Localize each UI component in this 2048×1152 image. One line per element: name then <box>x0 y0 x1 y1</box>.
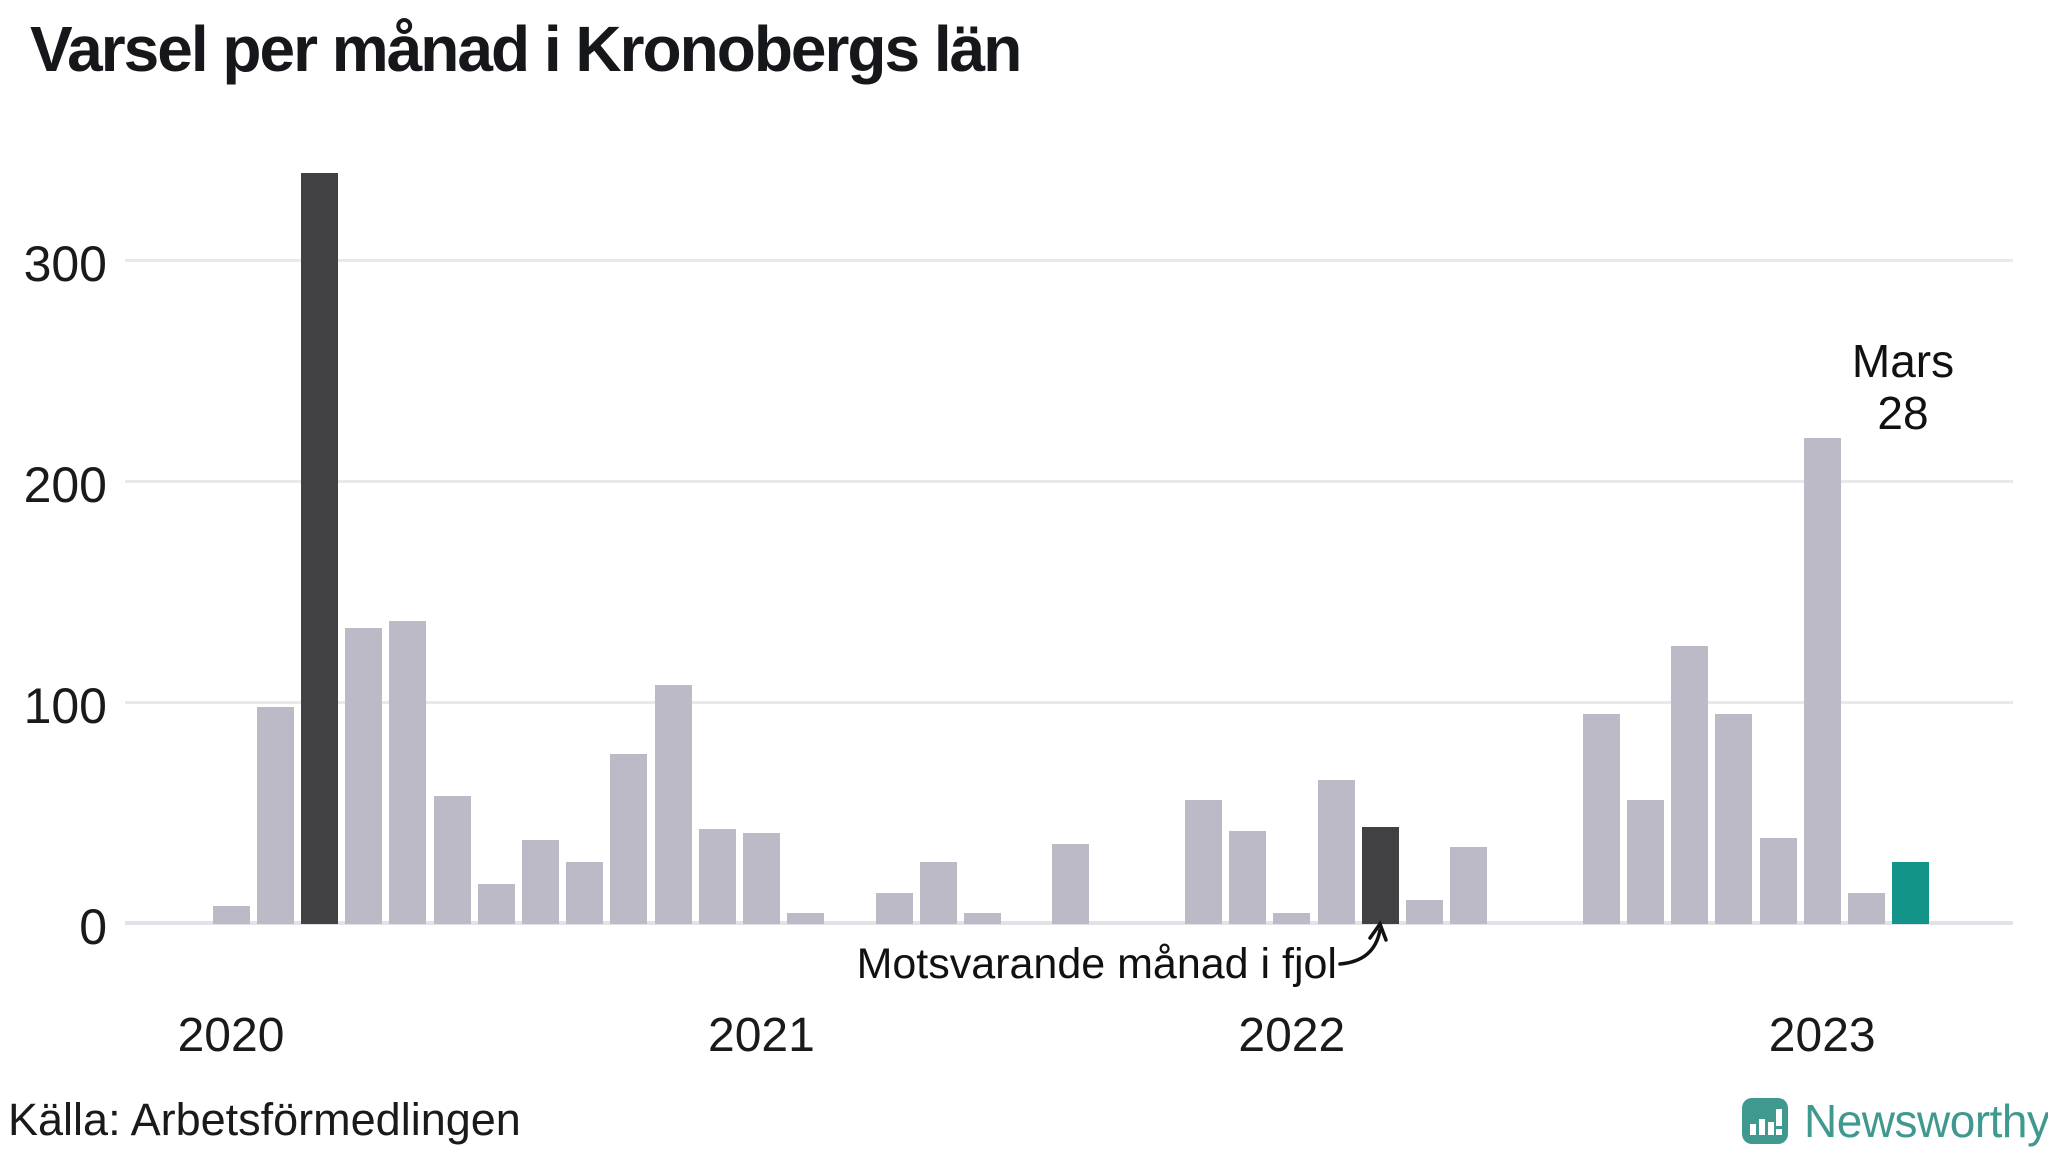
bar-2021-12 <box>1229 831 1267 924</box>
gridline-300 <box>125 258 2013 262</box>
bar-2022-09 <box>1626 800 1664 924</box>
bar-2020-07 <box>477 884 515 924</box>
bar-2022-08 <box>1582 714 1620 924</box>
bar-2022-02 <box>1317 780 1355 924</box>
bar-2023-02 <box>1847 893 1885 924</box>
x-tick-label-2022: 2022 <box>1238 1009 1346 1062</box>
bar-2022-05 <box>1450 846 1488 924</box>
page-title: Varsel per månad i Kronobergs län <box>30 13 1022 85</box>
newsworthy-wordmark: Newsworthy <box>1804 1095 2048 1147</box>
newsworthy-logo: Newsworthy <box>1742 1095 2048 1147</box>
bar-2020-08 <box>521 840 559 924</box>
bar-2020-11 <box>654 685 692 924</box>
y-tick-label-0: 0 <box>79 899 107 955</box>
bar-2020-12 <box>698 828 736 924</box>
latest-month-annotation: Mars 28 <box>1813 335 1993 439</box>
bar-2021-06 <box>963 912 1001 924</box>
bar-2020-03 <box>300 172 338 924</box>
source-caption: Källa: Arbetsförmedlingen <box>8 1094 521 1145</box>
bar-2020-04 <box>345 627 383 924</box>
bar-2020-02 <box>256 707 294 924</box>
bar-2021-11 <box>1184 800 1222 924</box>
y-tick-label-300: 300 <box>23 236 107 292</box>
newsworthy-chart-icon <box>1742 1098 1788 1144</box>
comparison-arrow-icon <box>1338 920 1388 966</box>
bar-2020-06 <box>433 795 471 924</box>
bar-2020-09 <box>566 862 604 924</box>
y-tick-label-100: 100 <box>23 678 107 734</box>
bar-2022-03 <box>1361 826 1399 924</box>
bar-2021-08 <box>1052 844 1090 924</box>
latest-month-value: 28 <box>1877 386 1929 439</box>
comparison-annotation: Motsvarande månad i fjol <box>856 940 1337 988</box>
bar-2022-01 <box>1273 912 1311 924</box>
bar-2022-10 <box>1671 645 1709 924</box>
bar-2022-11 <box>1715 714 1753 924</box>
x-tick-label-2021: 2021 <box>708 1009 815 1062</box>
latest-month-name: Mars <box>1851 335 1955 387</box>
bar-2023-03 <box>1892 862 1930 924</box>
y-tick-label-200: 200 <box>23 457 107 513</box>
x-tick-label-2023: 2023 <box>1768 1009 1876 1062</box>
x-tick-label-2020: 2020 <box>177 1009 285 1062</box>
bar-2022-04 <box>1405 899 1443 924</box>
gridline-200 <box>125 479 2013 483</box>
bar-2021-05 <box>919 862 957 924</box>
bar-2020-10 <box>610 753 648 924</box>
bar-2023-01 <box>1803 437 1841 924</box>
bar-2021-01 <box>742 833 780 924</box>
bar-2021-04 <box>875 893 913 924</box>
bar-2020-01 <box>212 906 250 924</box>
bar-2021-02 <box>787 912 825 924</box>
bar-2020-05 <box>389 621 427 924</box>
bar-2022-12 <box>1759 837 1797 924</box>
gridline-100 <box>125 700 2013 704</box>
